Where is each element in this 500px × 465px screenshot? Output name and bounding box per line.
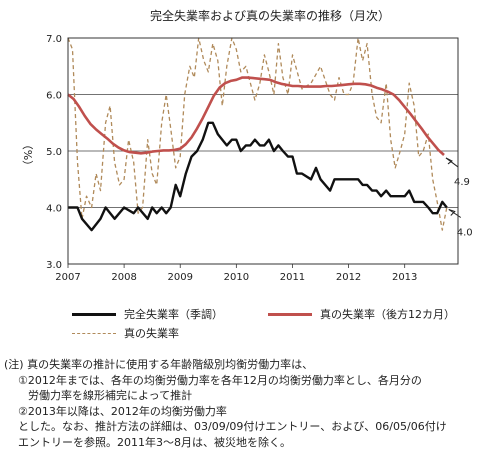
legend-swatch-dashed <box>72 332 116 334</box>
annotations: 4.9 4.0 <box>445 157 473 239</box>
note-line: (注) 真の失業率の推計に使用する年齢階級別均衡労働力率は、 <box>4 358 314 371</box>
y-tick-label: 4.0 <box>46 204 62 215</box>
legend-swatch-red <box>268 312 312 316</box>
line-chart: 完全失業率および真の失業率の推移（月次） （%） 3.0 4.0 5.0 6.0 7.0… <box>21 8 473 283</box>
x-tick-label: 2011 <box>280 272 305 283</box>
x-tick-label: 2013 <box>392 272 417 283</box>
x-tick-label: 2010 <box>224 272 249 283</box>
annotation-arrowhead <box>448 209 456 216</box>
footnotes: (注) 真の失業率の推計に使用する年齢階級別均衡労働力率は、 ①2012年までは… <box>4 357 496 450</box>
legend-label: 真の失業率 <box>124 327 179 340</box>
y-tick-label: 3.0 <box>46 260 62 271</box>
series-lines <box>67 37 448 232</box>
series-line <box>67 37 448 231</box>
y-tick-label: 7.0 <box>46 34 62 45</box>
legend-label: 完全失業率（季調） <box>124 308 223 321</box>
y-axis-label: （%） <box>21 139 34 171</box>
chart-title: 完全失業率および真の失業率の推移（月次） <box>150 8 390 23</box>
legend-swatch-black <box>72 312 116 316</box>
legend-item-true-rate-12m: 真の失業率（後方12カ月） <box>268 306 455 322</box>
note-line: とした。なお、推計方法の詳細は、03/09/09付けエントリー、および、06/0… <box>18 420 447 433</box>
x-tick-label: 2012 <box>336 272 361 283</box>
x-tick-label: 2009 <box>168 272 193 283</box>
legend-item-true-rate: 真の失業率 <box>72 325 179 341</box>
x-tick-labels: 2007 2008 2009 2010 2011 2012 2013 <box>55 264 417 283</box>
plot-frame <box>67 37 459 265</box>
series-line <box>68 121 448 232</box>
legend-label: 真の失業率（後方12カ月） <box>320 308 455 321</box>
data-label: 4.9 <box>454 177 470 188</box>
note-line: エントリーを参照。2011年3～8月は、被災地を除く。 <box>18 435 291 449</box>
annotation-arrow <box>448 209 462 218</box>
x-tick-label: 2007 <box>55 272 80 283</box>
annotation-arrowhead <box>445 157 453 165</box>
data-label: 4.0 <box>457 228 473 239</box>
y-tick-label: 5.0 <box>46 147 62 158</box>
y-tick-label: 6.0 <box>46 91 62 102</box>
legend-item-unemployment-sa: 完全失業率（季調） <box>72 306 223 322</box>
series-line <box>67 76 445 156</box>
note-line: ①2012年までは、各年の均衡労働力率を各年12月の均衡労働力率とし、各月分の <box>18 373 422 387</box>
y-tick-labels: 3.0 4.0 5.0 6.0 7.0 <box>46 34 62 271</box>
note-line: 労働力率を線形補完によって推計 <box>28 389 193 402</box>
x-tick-label: 2008 <box>111 272 136 283</box>
note-line: ②2013年以降は、2012年の均衡労働力率 <box>18 404 227 418</box>
